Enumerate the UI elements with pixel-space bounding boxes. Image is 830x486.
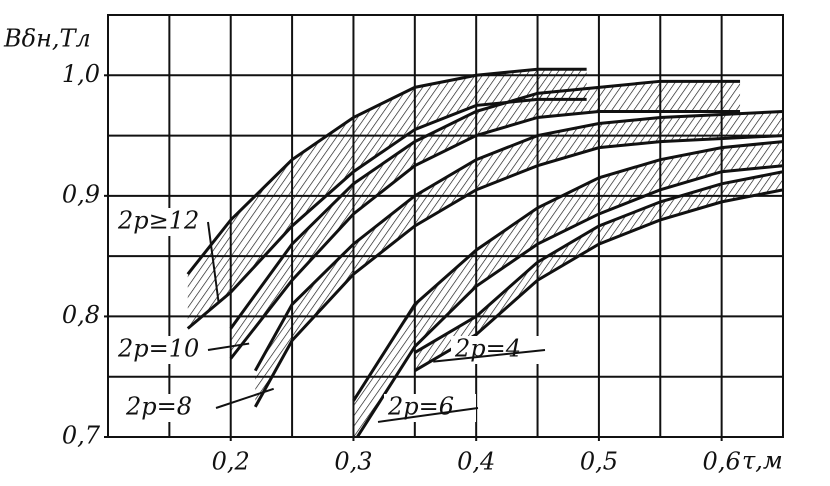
band-fill bbox=[414, 171, 783, 371]
band-fill bbox=[230, 81, 741, 359]
label-bg bbox=[451, 336, 543, 364]
x-axis-label: τ,м bbox=[742, 447, 783, 475]
band-upper bbox=[229, 79, 741, 330]
y-tick-label: 0,9 bbox=[62, 180, 100, 208]
band-lower bbox=[355, 164, 783, 437]
plot-area bbox=[186, 67, 783, 437]
y-axis-label: Bδн,Тл bbox=[3, 25, 91, 53]
leader-line bbox=[433, 349, 546, 363]
y-tick-label: 0,8 bbox=[62, 301, 100, 329]
label-bg bbox=[384, 394, 476, 422]
band-upper bbox=[186, 67, 587, 276]
band-lower bbox=[229, 109, 741, 360]
series-label: 2p=8 bbox=[125, 393, 192, 421]
x-tick-label: 0,5 bbox=[580, 448, 618, 476]
leader-line bbox=[207, 221, 220, 302]
label-bg bbox=[114, 336, 206, 364]
y-tick-label: 0,7 bbox=[62, 422, 101, 450]
series-label: 2p=10 bbox=[117, 335, 199, 363]
x-tick-label: 0,2 bbox=[212, 448, 250, 476]
band-fill bbox=[353, 141, 783, 437]
band-upper bbox=[352, 140, 783, 402]
leader-line bbox=[215, 387, 274, 409]
band-upper bbox=[253, 109, 783, 372]
x-tick-label: 0,4 bbox=[457, 448, 495, 476]
series-label: 2p≥12 bbox=[117, 207, 199, 235]
x-tick-label: 0,3 bbox=[334, 448, 372, 476]
x-tick-label: 0,6 bbox=[703, 448, 741, 476]
label-bg bbox=[122, 394, 214, 422]
band-fill bbox=[255, 111, 783, 407]
leader-line bbox=[377, 407, 479, 423]
y-tick-label: 1,0 bbox=[62, 60, 100, 88]
band-lower bbox=[414, 188, 783, 372]
leader-line bbox=[207, 342, 250, 351]
label-bg bbox=[114, 208, 206, 236]
band-lower bbox=[253, 134, 783, 408]
plot-frame bbox=[107, 14, 784, 438]
band-upper bbox=[414, 170, 783, 354]
